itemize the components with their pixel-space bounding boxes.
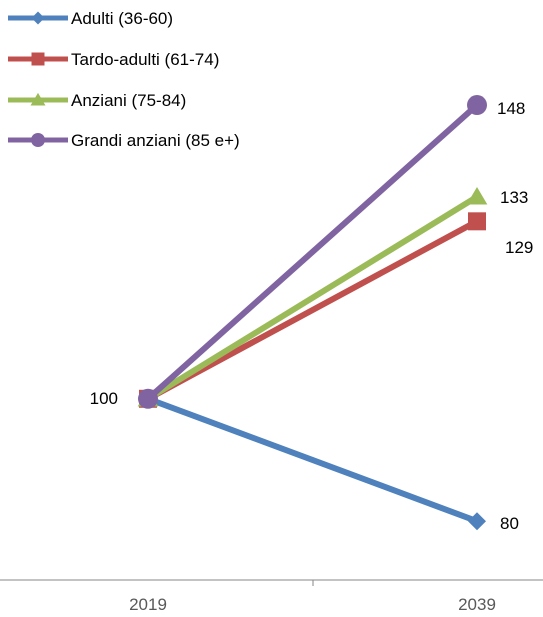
data-point-grandi-anziani-85-e-2019	[138, 388, 158, 409]
series-line	[145, 193, 480, 402]
data-label-133: 133	[500, 188, 528, 207]
legend-item-anziani-75-84: Anziani (75-84)	[8, 91, 186, 110]
data-labels: 100 148 133 129 80	[90, 99, 534, 533]
series-line	[145, 218, 480, 402]
series-line	[145, 102, 480, 402]
series-tardo-adulti-61-74	[139, 212, 486, 408]
legend-item-tardo-adulti-61-74: Tardo-adulti (61-74)	[8, 50, 219, 69]
legend-label: Grandi anziani (85 e+)	[71, 131, 240, 150]
legend-marker-circle-icon	[31, 133, 45, 147]
legend-item-adulti-36-60: Adulti (36-60)	[8, 9, 173, 28]
legend-marker-square-icon	[31, 52, 45, 66]
data-label-80: 80	[500, 514, 519, 533]
series-lines	[137, 95, 488, 531]
series-adulti-36-60	[139, 389, 486, 531]
x-axis: 2019 2039	[0, 579, 543, 614]
series-line	[145, 395, 480, 525]
legend: Adulti (36-60) Tardo-adulti (61-74) Anzian…	[8, 9, 240, 150]
data-label-129: 129	[505, 238, 533, 257]
legend-label: Anziani (75-84)	[71, 91, 186, 110]
data-label-148: 148	[497, 99, 525, 118]
data-point-tardo-adulti-61-74-2039	[468, 212, 486, 231]
legend-marker-diamond-icon	[31, 11, 45, 25]
x-tick-label-2019: 2019	[129, 595, 167, 614]
data-point-adulti-36-60-2039	[468, 512, 486, 531]
data-point-grandi-anziani-85-e-2039	[467, 95, 487, 116]
series-grandi-anziani-85-e	[138, 95, 487, 409]
series-anziani-75-84	[137, 186, 488, 407]
data-point-anziani-75-84-2039	[466, 186, 488, 205]
data-label-100: 100	[90, 389, 118, 408]
legend-label: Tardo-adulti (61-74)	[71, 50, 219, 69]
legend-label: Adulti (36-60)	[71, 9, 173, 28]
legend-item-grandi-anziani-85-e: Grandi anziani (85 e+)	[8, 131, 240, 150]
legend-marker-triangle-icon	[30, 92, 46, 106]
x-tick-label-2039: 2039	[458, 595, 496, 614]
